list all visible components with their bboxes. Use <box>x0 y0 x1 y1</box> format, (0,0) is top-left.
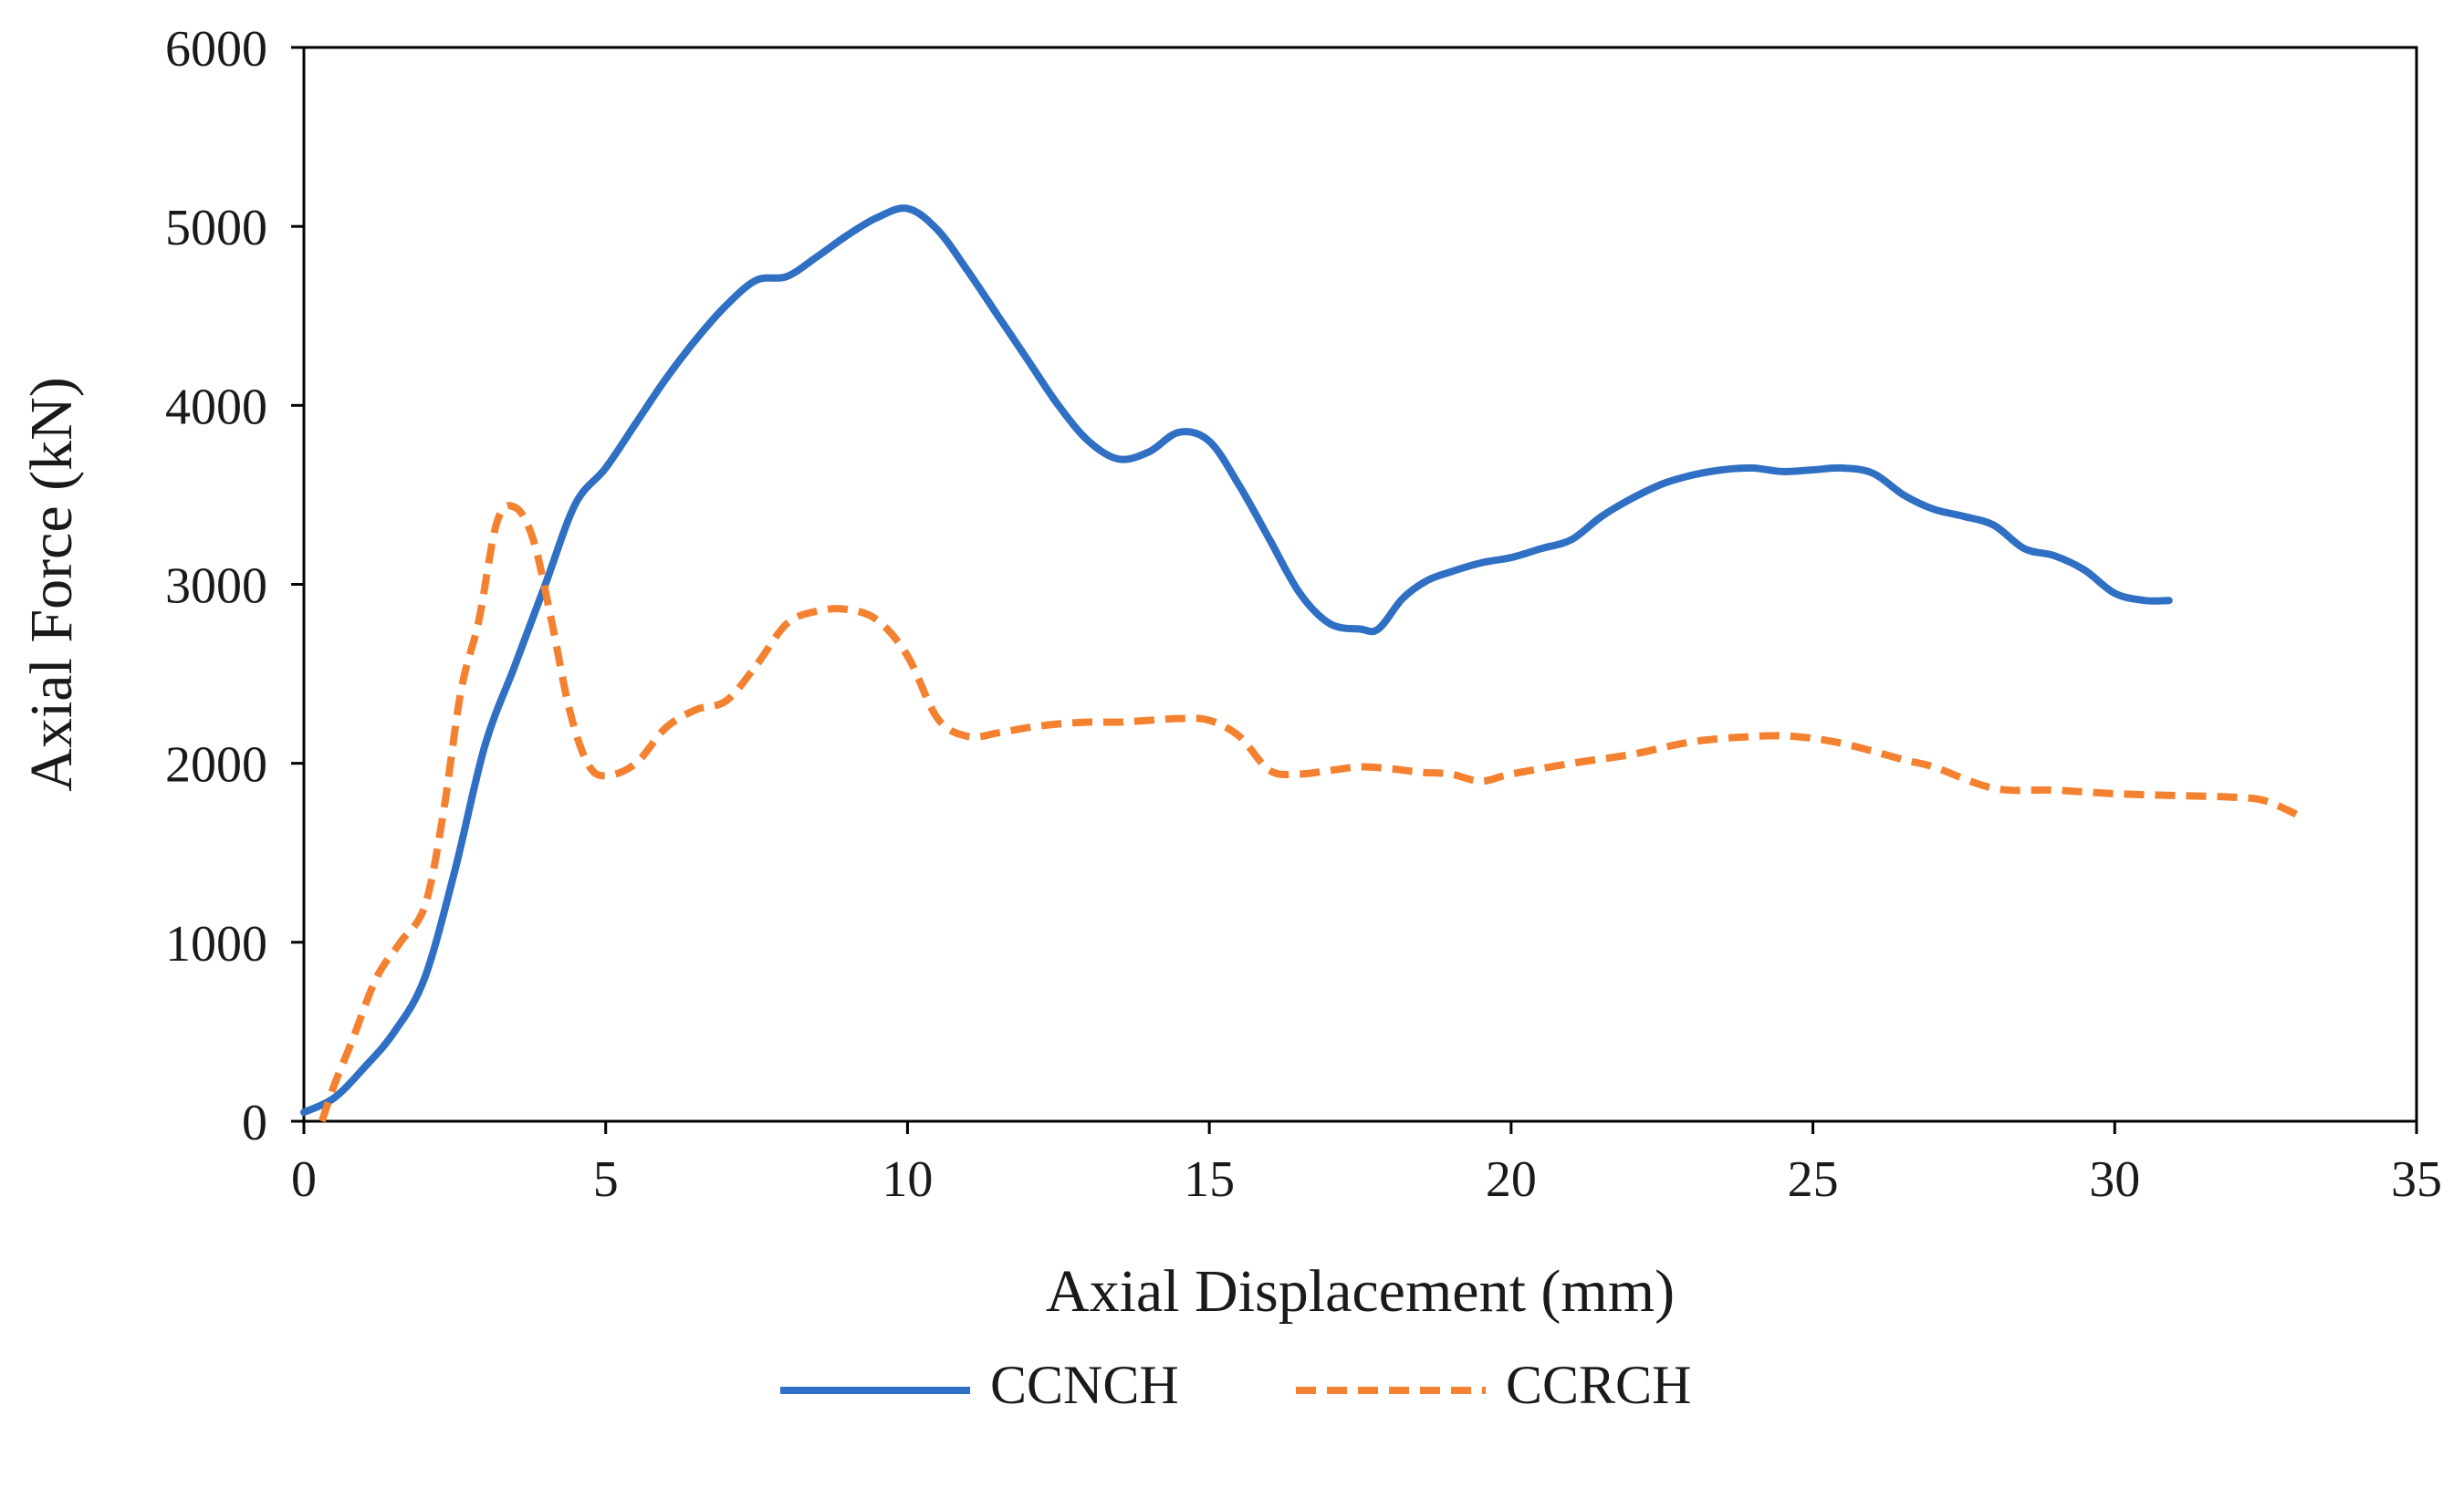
series-line-ccrch <box>318 502 2303 1123</box>
series-layer <box>300 204 2303 1123</box>
y-tick-label: 1000 <box>165 916 267 973</box>
y-tick-label: 6000 <box>165 21 267 78</box>
x-tick-label: 15 <box>1184 1151 1235 1208</box>
x-tick-label: 30 <box>2089 1151 2140 1208</box>
legend-label-ccrch: CCRCH <box>1506 1355 1691 1415</box>
x-axis-title: Axial Displacement (mm) <box>1046 1258 1675 1325</box>
series-line-ccnch <box>300 204 2173 1117</box>
y-tick-label: 2000 <box>165 737 267 794</box>
y-tick-label: 4000 <box>165 379 267 435</box>
y-axis-ticks: 0 1000 2000 3000 4000 5000 6000 <box>165 21 304 1151</box>
x-tick-label: 0 <box>291 1151 317 1208</box>
x-tick-label: 5 <box>593 1151 619 1208</box>
x-tick-label: 10 <box>882 1151 933 1208</box>
x-tick-label: 35 <box>2391 1151 2442 1208</box>
legend: CCNCH CCRCH <box>780 1355 1691 1415</box>
legend-label-ccnch: CCNCH <box>990 1355 1179 1415</box>
y-tick-label: 5000 <box>165 200 267 256</box>
y-axis-title: Axial Force (kN) <box>18 377 85 792</box>
y-tick-label: 0 <box>242 1095 267 1151</box>
x-tick-label: 20 <box>1486 1151 1537 1208</box>
y-tick-label: 3000 <box>165 558 267 615</box>
x-axis-ticks: 0 5 10 15 20 25 30 35 <box>291 1121 2442 1208</box>
x-tick-label: 25 <box>1788 1151 1839 1208</box>
